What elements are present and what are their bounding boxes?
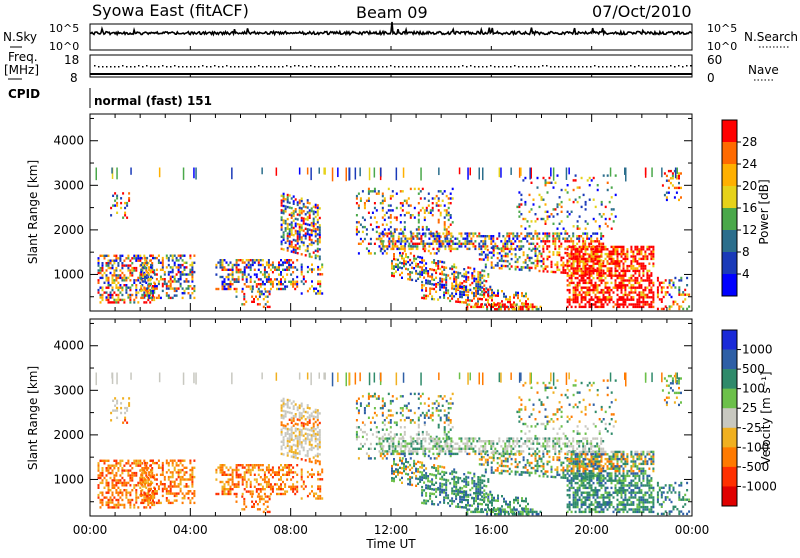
power-ylabel: Slant Range [km] <box>26 160 40 264</box>
power-colorbar-tick-1: 24 <box>742 157 757 171</box>
power-colorbar-label: Power [dB] <box>757 179 771 244</box>
nsky-tick-high: 10^5 <box>49 22 79 35</box>
freq-label-line2: [MHz] <box>4 63 39 77</box>
power-colorbar-tick-4: 12 <box>742 223 757 237</box>
nave-label: Nave <box>748 63 779 77</box>
velocity-ytick-1: 2000 <box>53 428 84 442</box>
velocity-colorbar-tick-3: 25 <box>742 401 757 415</box>
x-tick-6: 00:00 <box>675 523 710 537</box>
velocity-colorbar-label: Velocity [m s⁻¹] <box>759 371 773 464</box>
x-tick-1: 04:00 <box>173 523 208 537</box>
nsky-panel: N.Sky 10^5 10^0 10^5 10^0 N.Search <box>3 22 798 53</box>
velocity-ytick-2: 3000 <box>53 383 84 397</box>
cpid-text: normal (fast) 151 <box>94 94 212 108</box>
x-tick-0: 00:00 <box>73 523 108 537</box>
velocity-scatter-data <box>96 373 691 516</box>
velocity-ytick-0: 1000 <box>53 472 84 486</box>
velocity-colorbar-tick-7: -1000 <box>742 479 777 493</box>
power-colorbar: 28 24 20 16 12 8 4 <box>722 120 757 296</box>
power-panel: 1000 2000 3000 4000 Slant Range [km] 28 24 20… <box>26 114 771 311</box>
nsearch-label: N.Search <box>744 30 798 44</box>
power-ytick-3: 4000 <box>53 134 84 148</box>
nave-tick-low: 0 <box>707 71 715 85</box>
velocity-ylabel: Slant Range [km] <box>26 366 40 470</box>
nave-tick-high: 60 <box>707 53 722 67</box>
velocity-ytick-3: 4000 <box>53 339 84 353</box>
x-tick-2: 08:00 <box>273 523 308 537</box>
power-ytick-0: 1000 <box>53 267 84 281</box>
nsky-label: N.Sky <box>3 30 37 44</box>
beam-title: Beam 09 <box>356 3 428 22</box>
nsky-tick-low: 10^0 <box>49 40 79 53</box>
station-title: Syowa East (fitACF) <box>92 1 249 20</box>
velocity-colorbar-tick-0: 1000 <box>742 343 773 357</box>
x-tick-3: 12:00 <box>374 523 409 537</box>
date-title: 07/Oct/2010 <box>592 2 692 21</box>
power-colorbar-tick-6: 4 <box>742 267 750 281</box>
freq-tick-low: 8 <box>70 71 78 85</box>
freq-tick-high: 18 <box>64 53 79 67</box>
cpid-label: CPID <box>8 87 40 101</box>
freq-panel: Freq. [MHz] 18 8 60 0 Nave <box>4 50 779 85</box>
power-colorbar-tick-5: 8 <box>742 245 750 259</box>
x-tick-4: 16:00 <box>474 523 509 537</box>
power-ytick-1: 2000 <box>53 223 84 237</box>
power-scatter-data <box>96 168 691 311</box>
freq-label-line1: Freq. <box>8 50 38 64</box>
power-colorbar-tick-0: 28 <box>742 135 757 149</box>
power-colorbar-tick-3: 16 <box>742 201 757 215</box>
nsearch-tick-low: 10^0 <box>707 40 737 53</box>
nsearch-tick-high: 10^5 <box>707 22 737 35</box>
power-colorbar-tick-2: 20 <box>742 179 757 193</box>
x-axis-label: Time UT <box>365 537 416 551</box>
x-tick-5: 20:00 <box>574 523 609 537</box>
power-ytick-2: 3000 <box>53 178 84 192</box>
